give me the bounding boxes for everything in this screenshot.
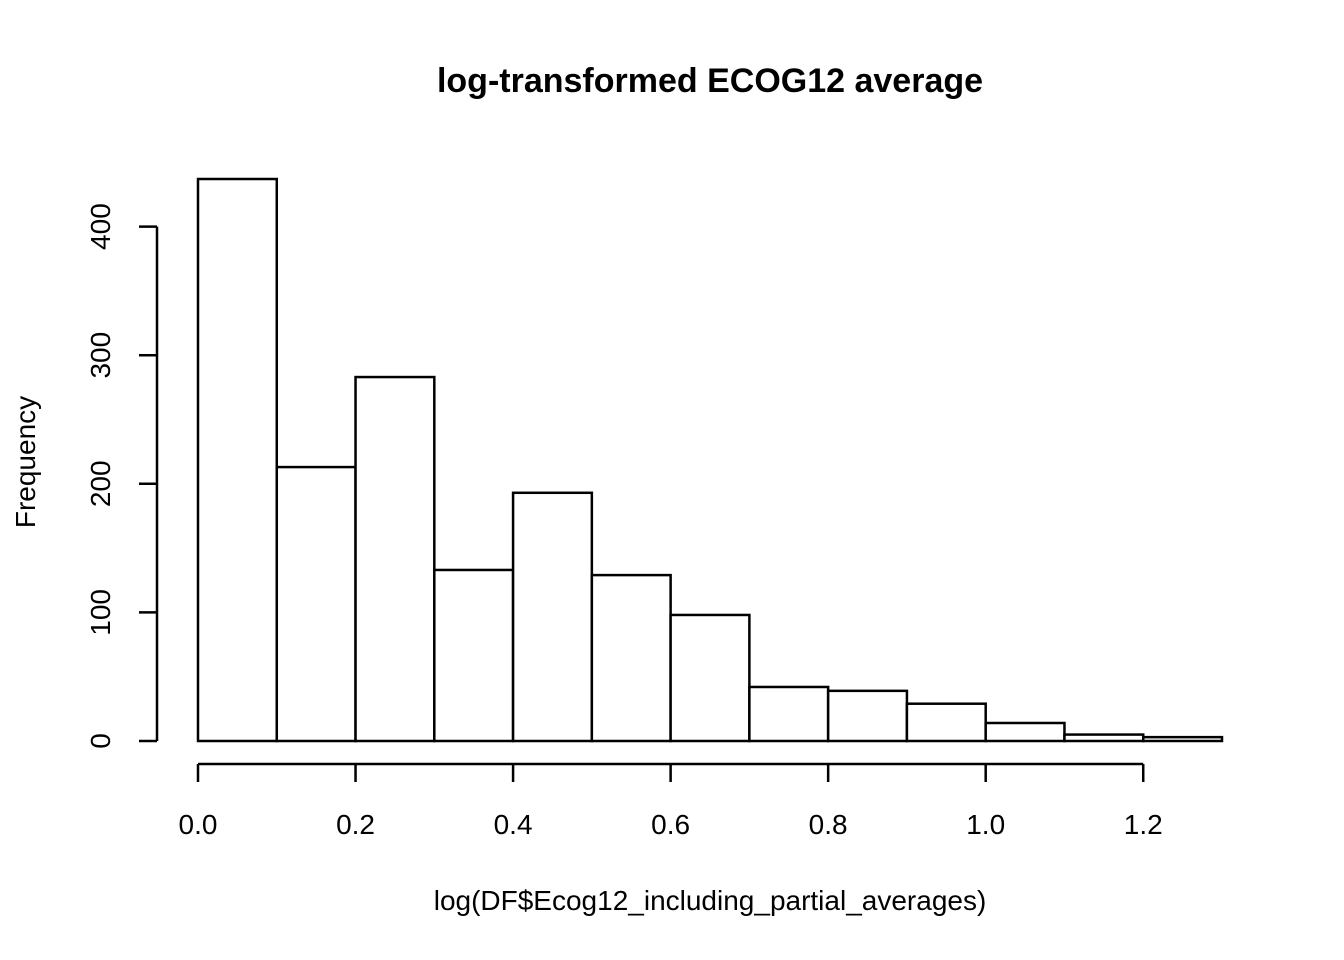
x-tick-label-2: 0.4 xyxy=(494,809,533,840)
histogram-bar-12 xyxy=(1141,735,1224,743)
x-tick-label-6: 1.2 xyxy=(1124,809,1163,840)
y-tick-label-1: 100 xyxy=(85,589,116,636)
histogram-bar-4 xyxy=(511,491,594,743)
x-axis: 0.0 0.2 0.4 0.6 0.8 1.0 1.2 xyxy=(179,762,1163,840)
histogram-bar-6 xyxy=(669,613,751,743)
x-tick-label-0: 0.0 xyxy=(179,809,218,840)
histogram-bar-1 xyxy=(275,465,357,743)
histogram-bar-0 xyxy=(196,177,279,743)
histogram-bar-7 xyxy=(748,685,830,743)
y-tick-label-0: 0 xyxy=(85,733,116,749)
y-tick-label-4: 400 xyxy=(85,203,116,250)
histogram-bar-10 xyxy=(984,721,1066,743)
y-axis-label: Frequency xyxy=(10,396,41,528)
histogram-bar-11 xyxy=(1063,733,1145,743)
chart-title: log-transformed ECOG12 average xyxy=(437,62,983,100)
y-tick-label-3: 300 xyxy=(85,332,116,379)
y-tick-label-2: 200 xyxy=(85,460,116,507)
x-tick-label-5: 1.0 xyxy=(966,809,1005,840)
histogram-bar-2 xyxy=(354,375,436,743)
x-tick-label-4: 0.8 xyxy=(809,809,848,840)
bars-group xyxy=(196,177,1224,743)
x-axis-label: log(DF$Ecog12_including_partial_averages… xyxy=(434,885,987,916)
y-axis: 0 100 200 300 400 xyxy=(85,203,159,749)
histogram-bar-5 xyxy=(590,573,672,743)
histogram-bar-9 xyxy=(905,702,987,743)
histogram-bar-8 xyxy=(826,689,909,743)
x-tick-label-1: 0.2 xyxy=(336,809,375,840)
histogram-bar-3 xyxy=(433,568,515,743)
x-tick-label-3: 0.6 xyxy=(651,809,690,840)
